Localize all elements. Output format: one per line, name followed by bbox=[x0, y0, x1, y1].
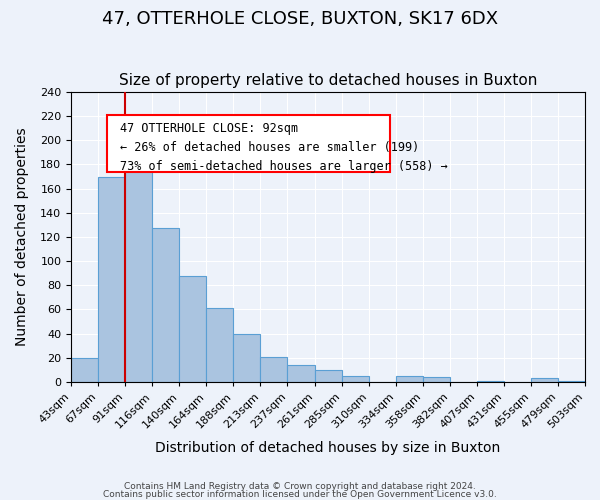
X-axis label: Distribution of detached houses by size in Buxton: Distribution of detached houses by size … bbox=[155, 441, 500, 455]
Bar bbox=[395, 376, 423, 382]
Bar bbox=[477, 380, 504, 382]
Title: Size of property relative to detached houses in Buxton: Size of property relative to detached ho… bbox=[119, 73, 537, 88]
Text: Contains HM Land Registry data © Crown copyright and database right 2024.: Contains HM Land Registry data © Crown c… bbox=[124, 482, 476, 491]
Text: 47 OTTERHOLE CLOSE: 92sqm
← 26% of detached houses are smaller (199)
73% of semi: 47 OTTERHOLE CLOSE: 92sqm ← 26% of detac… bbox=[120, 122, 448, 174]
Bar bbox=[558, 380, 585, 382]
Bar bbox=[233, 334, 260, 382]
Text: Contains public sector information licensed under the Open Government Licence v3: Contains public sector information licen… bbox=[103, 490, 497, 499]
Bar bbox=[179, 276, 206, 382]
Bar bbox=[260, 356, 287, 382]
Bar bbox=[152, 228, 179, 382]
Text: 47, OTTERHOLE CLOSE, BUXTON, SK17 6DX: 47, OTTERHOLE CLOSE, BUXTON, SK17 6DX bbox=[102, 10, 498, 28]
Bar bbox=[341, 376, 368, 382]
Bar bbox=[71, 358, 98, 382]
Bar bbox=[314, 370, 341, 382]
Y-axis label: Number of detached properties: Number of detached properties bbox=[15, 128, 29, 346]
Bar bbox=[98, 176, 125, 382]
FancyBboxPatch shape bbox=[107, 115, 390, 172]
Bar bbox=[423, 377, 450, 382]
Bar bbox=[287, 365, 314, 382]
Bar bbox=[206, 308, 233, 382]
Bar bbox=[531, 378, 558, 382]
Bar bbox=[125, 156, 152, 382]
